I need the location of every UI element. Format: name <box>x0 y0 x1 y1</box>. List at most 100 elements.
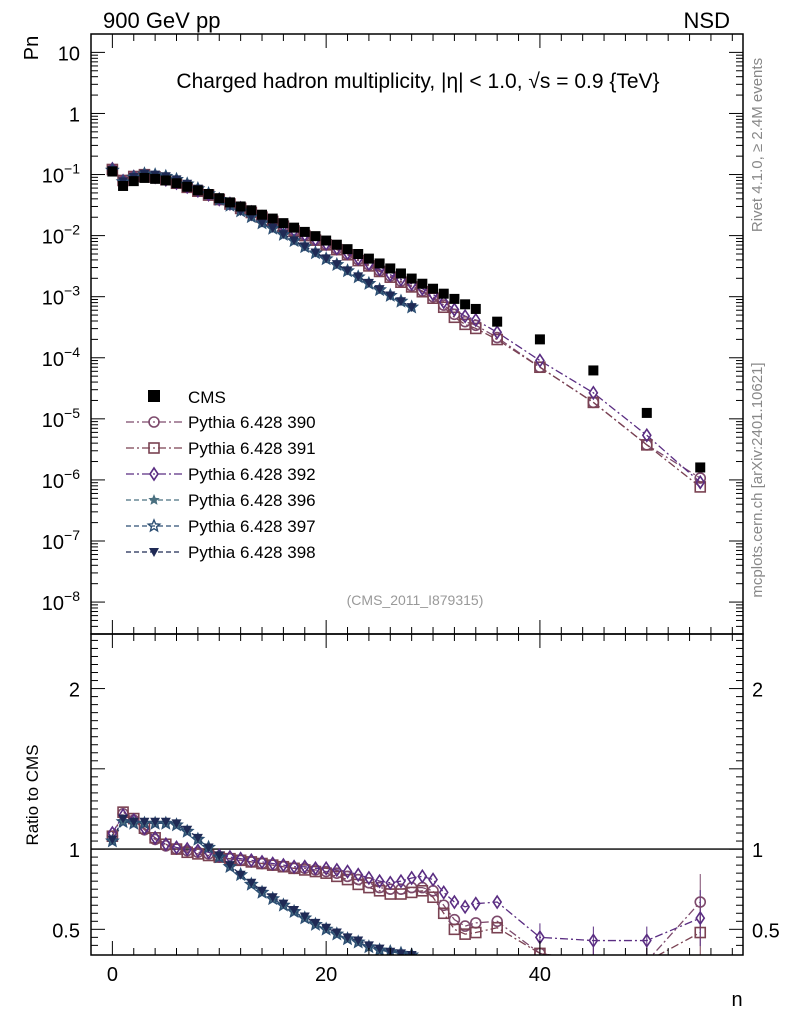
series-3-ratio-point <box>257 854 267 870</box>
y-tick-label-top: 10−2 <box>42 222 80 249</box>
cms-data-point <box>417 278 428 289</box>
series-3-ratio-point <box>470 896 481 912</box>
legend-marker-cms <box>148 390 160 402</box>
series-1-ratio-point <box>437 899 450 912</box>
cms-data-point <box>192 185 203 196</box>
series-1-ratio-point <box>642 956 652 966</box>
cms-data-point <box>460 299 471 310</box>
cms-data-point <box>449 293 460 304</box>
series-3-ratio-point <box>449 894 460 910</box>
cms-data-point <box>492 316 503 327</box>
series-6-ratio-point <box>257 886 268 896</box>
series-6-ratio-point <box>278 899 289 909</box>
series-1-point <box>694 472 707 484</box>
series-5-ratio-point <box>404 947 420 955</box>
series-3-ratio-point <box>278 857 289 873</box>
legend-marker <box>148 442 160 454</box>
series-2-ratio-point <box>694 926 707 939</box>
series-3-ratio-point <box>417 868 428 884</box>
series-6-point <box>278 230 289 240</box>
cms-data-point <box>321 235 332 246</box>
series-3-ratio-point <box>588 933 599 948</box>
series-3-ratio-point <box>342 864 353 879</box>
series-2-ratio-point <box>588 956 598 966</box>
series-3-line-top <box>111 168 701 483</box>
series-3-ratio-point <box>374 873 385 889</box>
series-6-ratio-point <box>160 817 171 827</box>
cms-data-point <box>310 231 321 242</box>
y-label-top: Pn <box>21 36 43 60</box>
series-6-ratio-point <box>353 936 364 946</box>
series-2-point <box>491 333 503 346</box>
cms-data-point <box>641 407 652 418</box>
series-6-ratio-point <box>310 918 321 928</box>
cms-data-point <box>363 253 374 264</box>
series-2-point <box>437 301 450 314</box>
header-left: 900 GeV pp <box>103 8 220 33</box>
series-6-ratio-point <box>107 835 118 845</box>
series-2-ratio-point <box>416 884 429 897</box>
series-3-ratio-point <box>310 860 321 876</box>
cms-data-point <box>235 201 246 212</box>
series-3-ratio-point <box>299 859 310 875</box>
series-6-point <box>395 297 406 307</box>
cms-data-point <box>428 283 439 294</box>
y-tick-label-bottom-right: 0.5 <box>752 920 780 942</box>
cms-data-point <box>534 334 545 345</box>
y-tick-label-top: 10−1 <box>42 161 80 188</box>
series-6-ratio-point <box>374 944 385 954</box>
series-6-point <box>310 248 321 258</box>
series-3-ratio-point <box>406 870 417 886</box>
cms-data-point <box>224 197 235 208</box>
series-3-ratio-point <box>150 830 161 846</box>
chart-title: Charged hadron multiplicity, |η| < 1.0, … <box>176 70 659 93</box>
series-3-ratio-point <box>235 851 246 867</box>
series-6-ratio-point <box>139 817 150 827</box>
series-3-ratio-point <box>396 873 406 889</box>
series-3-ratio-point <box>353 867 364 883</box>
cms-data-point <box>438 288 449 299</box>
series-3-ratio-point <box>171 840 182 855</box>
series-2-point <box>469 322 482 335</box>
series-6-ratio-point <box>128 817 139 827</box>
cms-data-point <box>299 226 310 237</box>
y-tick-label-bottom: 1 <box>69 840 80 862</box>
legend-label: Pythia 6.428 390 <box>188 413 316 432</box>
legend-marker <box>149 548 159 557</box>
series-6-point <box>299 242 310 252</box>
series-6-ratio-point <box>235 870 246 880</box>
series-3-ratio-point <box>182 841 193 857</box>
cms-data-point <box>267 213 278 224</box>
series-1-ratio-point <box>427 884 439 897</box>
series-6-ratio-point <box>321 923 332 933</box>
y-tick-label-top: 10−7 <box>42 527 80 554</box>
series-6-point <box>267 224 278 234</box>
y-tick-label-bottom: 0.5 <box>52 920 80 942</box>
cms-data-point <box>118 180 129 191</box>
series-6-point <box>321 254 332 264</box>
series-5-ratio-point <box>115 813 131 829</box>
series-1-ratio-point <box>588 956 598 966</box>
cms-data-point <box>289 222 300 233</box>
y-tick-label-top: 10−8 <box>42 588 80 615</box>
x-tick-label: 0 <box>107 964 118 986</box>
series-3-ratio-point <box>331 862 342 878</box>
series-2-ratio-point <box>642 956 652 966</box>
cms-data-point <box>395 268 406 279</box>
series-6-ratio-point <box>299 912 310 922</box>
series-3-ratio-point <box>428 872 438 888</box>
series-3-point <box>470 312 481 328</box>
series-2-point <box>534 361 546 374</box>
y-tick-label-top: 10−4 <box>42 344 80 371</box>
series-6-ratio-point <box>203 843 214 853</box>
series-3-ratio-point <box>460 899 471 915</box>
series-3-point <box>460 308 471 324</box>
cms-data-point <box>171 178 182 189</box>
series-3-ratio-point <box>192 843 203 859</box>
series-2-point <box>448 311 461 324</box>
x-label: n <box>731 989 742 1011</box>
legend-label: Pythia 6.428 392 <box>188 465 316 484</box>
cms-data-point <box>278 218 289 229</box>
series-3-point <box>534 353 545 368</box>
